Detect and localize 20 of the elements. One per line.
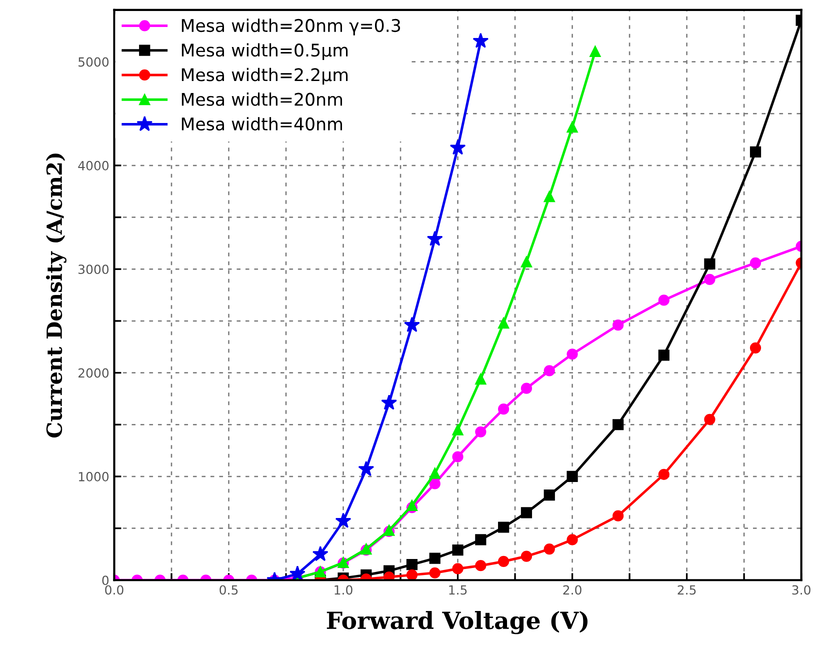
x-axis-title: Forward Voltage (V): [326, 610, 588, 634]
x-tick-label: 0.5: [220, 585, 238, 595]
x-tick-label: 2.5: [678, 585, 696, 595]
y-tick-label: 1000: [78, 472, 109, 482]
x-tick-label: 1.0: [334, 585, 352, 595]
y-tick-label: 4000: [78, 160, 109, 170]
legend-label: Mesa width=20nm: [182, 92, 342, 106]
y-axis-title: Current Density (A/cm2): [46, 154, 66, 438]
y-tick-label: 0: [102, 576, 109, 586]
y-tick-label: 2000: [78, 368, 109, 378]
legend-label: Mesa width=2.2µm: [182, 68, 348, 85]
x-tick-label: 1.5: [449, 585, 467, 595]
x-tick-label: 3.0: [792, 585, 810, 595]
text: 0.0: [105, 585, 124, 595]
y-tick-label: 5000: [78, 57, 109, 67]
legend-label: Mesa width=40nm: [182, 117, 342, 131]
x-tick-label: 2.0: [563, 585, 582, 595]
legend-label: Mesa width=20nm γ=0.3: [182, 18, 400, 36]
y-tick-label: 3000: [78, 264, 109, 274]
legend-label: Mesa width=0.5µm: [182, 43, 348, 60]
